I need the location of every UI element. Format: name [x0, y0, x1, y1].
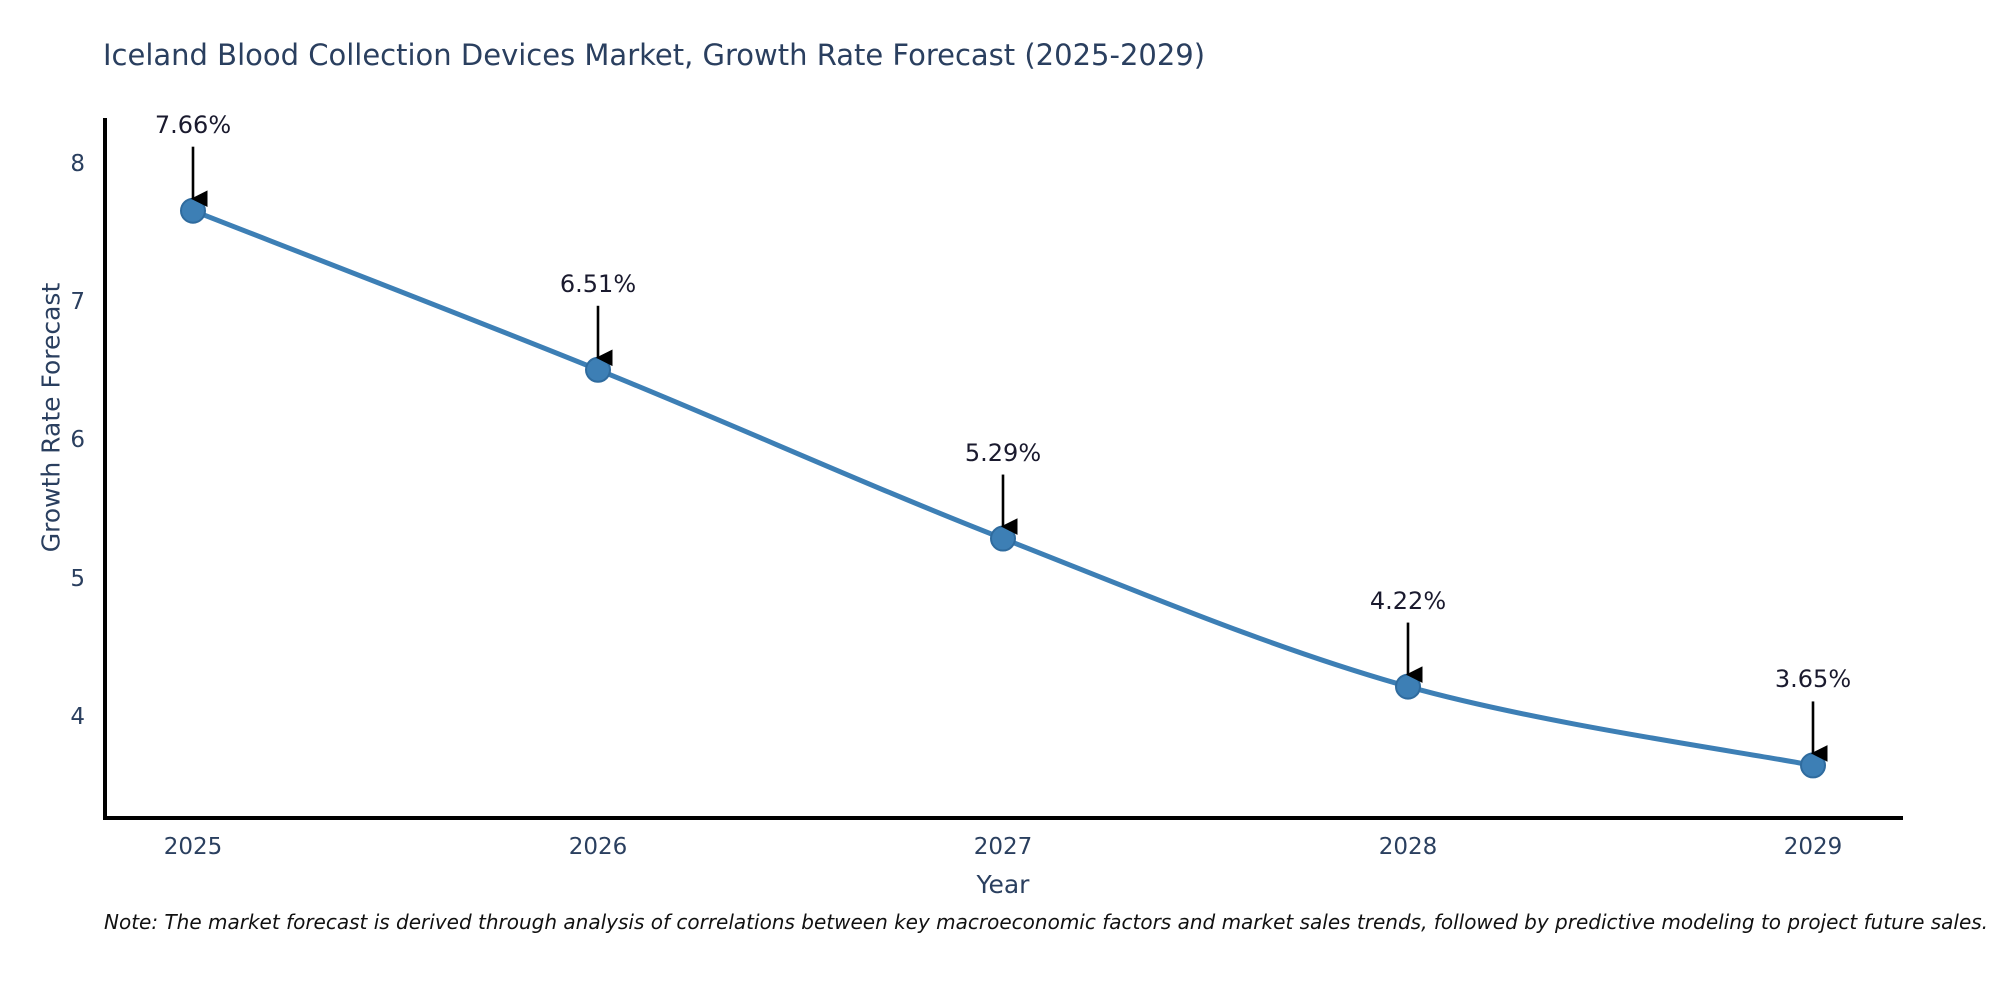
x-tick-label: 2025 — [163, 834, 223, 860]
plot-area: 4 5 6 7 8 2025 2026 2027 2028 2029 7.66% 6.51% 5.2… — [37, 111, 1903, 899]
page-title: Iceland Blood Collection Devices Market,… — [103, 38, 1206, 72]
y-tick-label: 6 — [70, 427, 85, 454]
x-tick-label: 2026 — [568, 834, 628, 860]
x-tick-label: 2029 — [1783, 834, 1843, 860]
annotation-arrows — [190, 146, 1828, 762]
data-label: 7.66% — [154, 110, 232, 139]
y-tick-label: 8 — [70, 150, 85, 177]
y-axis-title: Growth Rate Forecast — [36, 282, 66, 553]
y-tick-label: 7 — [70, 288, 85, 315]
y-tick-label: 5 — [70, 565, 85, 592]
x-tick-label: 2028 — [1378, 834, 1438, 860]
data-label: 5.29% — [964, 438, 1042, 467]
data-label: 3.65% — [1774, 665, 1852, 694]
y-tick-label: 4 — [70, 704, 85, 730]
x-axis-title: Year — [976, 870, 1030, 899]
y-axis-line — [103, 118, 107, 818]
x-tick-label: 2027 — [973, 834, 1033, 860]
footnote-note: Note: The market forecast is derived thr… — [104, 910, 1989, 934]
data-label: 4.22% — [1369, 586, 1447, 615]
x-axis-line — [103, 816, 1903, 820]
data-label: 6.51% — [559, 269, 637, 298]
